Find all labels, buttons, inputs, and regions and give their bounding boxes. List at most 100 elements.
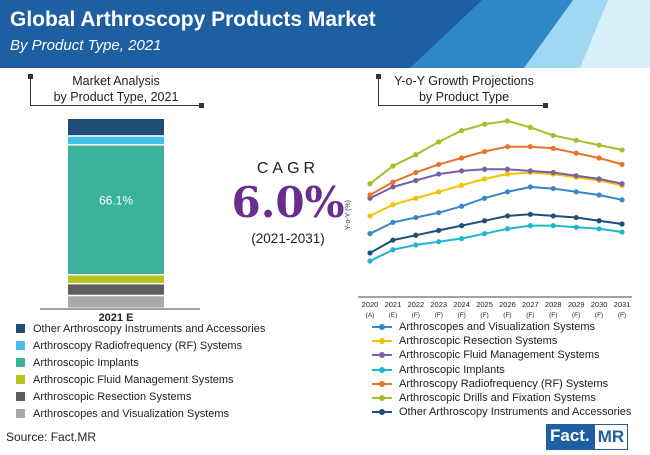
- series-point: [573, 150, 579, 156]
- series-point: [413, 177, 419, 184]
- x-tick-tag: (F): [503, 312, 511, 319]
- legend-label: Arthroscopy Radiofrequency (RF) Systems: [399, 377, 609, 390]
- series-point: [573, 173, 579, 179]
- legend-swatch: [372, 379, 392, 389]
- left-panel-title-line2: by Product Type, 2021: [53, 90, 179, 104]
- bracket-dot: [28, 74, 33, 79]
- legend-label: Arthroscopic Implants: [33, 356, 139, 369]
- x-tick-year: 2026: [499, 300, 516, 309]
- series-point: [619, 161, 625, 168]
- series-line: [369, 145, 623, 196]
- series-point: [390, 184, 396, 190]
- x-tick-labels: 2020 (A) 2021 (E) 2022 (F) 2023 (F) 2024 (F) 2025 (…: [362, 300, 631, 319]
- legend-swatch: [372, 350, 392, 360]
- header-banner: Global Arthroscopy Products Market By Pr…: [0, 0, 650, 68]
- left-panel-title: Market Analysis by Product Type, 2021: [36, 73, 196, 105]
- legend-item: Arthroscopic Implants: [16, 354, 265, 371]
- x-tick-year: 2021: [385, 300, 402, 309]
- bar-segment: [68, 296, 164, 308]
- series-point: [596, 218, 602, 224]
- legend-swatch: [372, 407, 392, 417]
- series-point: [504, 189, 511, 195]
- series-line: [369, 168, 623, 200]
- series-point: [390, 219, 396, 225]
- series-point: [436, 139, 442, 145]
- line-series-group: [367, 118, 625, 264]
- series-point: [481, 218, 488, 224]
- x-tick-year: 2028: [545, 300, 562, 309]
- x-tick-year: 2029: [568, 300, 585, 309]
- series-point: [367, 181, 373, 187]
- legend-swatch: [16, 392, 25, 401]
- series-point: [527, 144, 533, 150]
- series-point: [459, 155, 465, 161]
- series-point: [504, 118, 511, 124]
- series-point: [550, 145, 556, 151]
- series-point: [481, 166, 488, 172]
- legend-swatch: [372, 393, 392, 403]
- x-tick-year: 2020: [362, 300, 379, 309]
- legend-item: Other Arthroscopy Instruments and Access…: [372, 405, 631, 419]
- series-point: [527, 124, 533, 130]
- x-tick-tag: (F): [572, 312, 580, 319]
- series-point: [619, 221, 625, 227]
- legend-swatch: [372, 336, 392, 346]
- x-tick-tag: (E): [389, 312, 398, 319]
- series-point: [481, 121, 488, 127]
- series-point: [413, 232, 419, 238]
- series-point: [481, 148, 488, 155]
- series-point: [481, 231, 488, 237]
- series-point: [573, 224, 579, 230]
- legend-label: Arthroscopic Implants: [399, 363, 505, 376]
- bar-category-label: 2021 E: [99, 312, 134, 324]
- series-point: [413, 169, 419, 176]
- series-point: [459, 182, 465, 188]
- series-point: [459, 223, 465, 229]
- right-legend: Arthroscopes and Visualization Systems Ar…: [372, 320, 631, 419]
- x-tick-tag: (F): [526, 312, 534, 319]
- series-point: [367, 250, 373, 256]
- legend-item: Arthroscopic Fluid Management Systems: [372, 348, 631, 362]
- bar-data-label: 66.1%: [99, 194, 133, 208]
- left-legend: Other Arthroscopy Instruments and Access…: [16, 320, 265, 422]
- x-tick-tag: (F): [412, 312, 420, 319]
- page-title: Global Arthroscopy Products Market: [10, 8, 376, 31]
- legend-label: Arthroscopes and Visualization Systems: [33, 407, 230, 420]
- series-line: [369, 213, 623, 254]
- series-point: [481, 195, 488, 201]
- series-point: [367, 192, 373, 198]
- series-point: [436, 189, 442, 195]
- x-tick-tag: (F): [457, 312, 465, 319]
- series-point: [436, 227, 442, 234]
- legend-label: Arthroscopic Resection Systems: [33, 390, 192, 403]
- legend-item: Arthroscopic Resection Systems: [16, 388, 265, 405]
- legend-item: Arthroscopes and Visualization Systems: [16, 405, 265, 422]
- legend-swatch: [16, 341, 25, 350]
- stacked-bar-chart: 66.1% 2021 E: [40, 119, 200, 324]
- legend-label: Arthroscopic Fluid Management Systems: [33, 373, 234, 386]
- right-panel-title: Y-o-Y Growth Projections by Product Type: [384, 73, 544, 105]
- series-point: [596, 142, 602, 148]
- series-point: [527, 211, 533, 217]
- legend-item: Arthroscopic Resection Systems: [372, 334, 631, 348]
- series-point: [459, 168, 465, 174]
- bar-segment: [68, 145, 164, 275]
- series-line: [369, 119, 623, 185]
- cagr-label: CAGR: [256, 160, 320, 177]
- page-subtitle: By Product Type, 2021: [10, 37, 162, 54]
- series-point: [390, 247, 396, 253]
- series-point: [527, 223, 533, 229]
- series-point: [550, 132, 556, 139]
- series-point: [527, 184, 533, 190]
- cagr-value: 6.0%: [231, 178, 345, 227]
- series-point: [436, 210, 442, 216]
- series-point: [596, 226, 602, 232]
- series-point: [619, 229, 625, 235]
- x-tick-tag: (F): [549, 312, 557, 319]
- series-point: [596, 176, 602, 182]
- legend-item: Arthroscopy Radiofrequency (RF) Systems: [372, 377, 631, 391]
- series-point: [436, 239, 442, 245]
- series-point: [413, 195, 419, 201]
- left-title-bracket: [30, 76, 202, 106]
- x-tick-year: 2023: [430, 300, 447, 309]
